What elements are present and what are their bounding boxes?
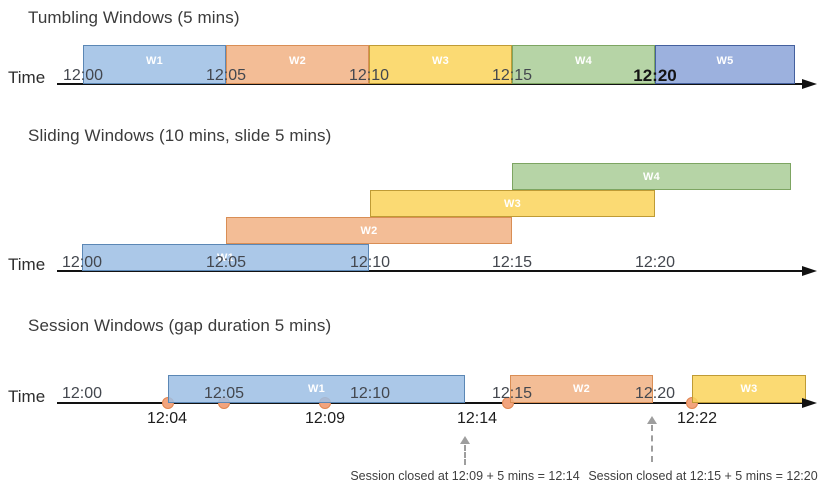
session-tick-1215: 12:15 xyxy=(491,385,533,402)
tumbling-tick-1215: 12:15 xyxy=(491,67,533,84)
event-label-1209: 12:09 xyxy=(304,410,346,427)
sliding-tick-1200: 12:00 xyxy=(61,254,103,271)
session-axis-line xyxy=(57,402,803,404)
sliding-window-w1: W1 xyxy=(82,244,369,271)
sliding-window-w4-label: W4 xyxy=(642,170,661,183)
tumbling-window-w3: W3 xyxy=(369,45,512,84)
sliding-window-w2-label: W2 xyxy=(360,224,378,237)
callout-up-arrow-dash xyxy=(651,425,653,462)
callout-up-arrow-icon xyxy=(460,436,470,444)
sliding-axis-line xyxy=(57,270,803,272)
tumbling-tick-1220: 12:20 xyxy=(633,66,677,85)
sliding-axis-time-label: Time xyxy=(8,255,46,274)
session-window-w3: W3 xyxy=(692,375,806,403)
tumbling-axis-line xyxy=(57,83,803,85)
sliding-axis-arrowhead-icon xyxy=(802,266,817,276)
tumbling-window-w4: W4 xyxy=(512,45,655,84)
callout-up-arrow-icon xyxy=(647,416,657,424)
tumbling-window-w1-label: W1 xyxy=(145,55,164,67)
session-tick-1200: 12:00 xyxy=(61,385,103,402)
event-label-1204: 12:04 xyxy=(146,410,188,427)
tumbling-window-w1: W1 xyxy=(83,45,226,84)
session-axis-time-label: Time xyxy=(8,387,46,406)
session-closed-annotation-2: Session closed at 12:15 + 5 mins = 12:20 xyxy=(588,469,818,483)
sliding-window-w3: W3 xyxy=(370,190,655,217)
sliding-tick-1210: 12:10 xyxy=(349,254,391,271)
tumbling-tick-1210: 12:10 xyxy=(348,67,390,84)
session-tick-1220: 12:20 xyxy=(634,385,676,402)
sliding-tick-1205: 12:05 xyxy=(205,254,247,271)
session-tick-1210: 12:10 xyxy=(349,385,391,402)
sliding-window-w3-label: W3 xyxy=(503,197,522,210)
tumbling-window-w3-label: W3 xyxy=(431,55,450,67)
sliding-window-w2: W2 xyxy=(226,217,512,244)
tumbling-window-w4-label: W4 xyxy=(574,55,593,67)
sliding-tick-1215: 12:15 xyxy=(491,254,533,271)
tumbling-window-w5: W5 xyxy=(655,45,795,84)
session-closed-annotation-1: Session closed at 12:09 + 5 mins = 12:14 xyxy=(350,469,580,483)
session-window-w1: W1 xyxy=(168,375,465,403)
tumbling-axis-arrowhead-icon xyxy=(802,79,817,89)
session-title: Session Windows (gap duration 5 mins) xyxy=(28,316,332,335)
sliding-window-w4: W4 xyxy=(512,163,791,190)
sliding-title: Sliding Windows (10 mins, slide 5 mins) xyxy=(28,126,332,145)
sliding-window-w1-label: W1 xyxy=(216,251,235,264)
callout-up-arrow-dash xyxy=(464,445,466,465)
tumbling-tick-1200: 12:00 xyxy=(62,67,104,84)
tumbling-window-w5-label: W5 xyxy=(716,55,734,67)
tumbling-window-w2: W2 xyxy=(226,45,369,84)
event-label-1222: 12:22 xyxy=(676,410,718,427)
tumbling-tick-1205: 12:05 xyxy=(205,67,247,84)
session-window-w2-label: W2 xyxy=(572,382,591,395)
tumbling-axis-time-label: Time xyxy=(8,68,46,87)
tumbling-title: Tumbling Windows (5 mins) xyxy=(28,8,240,27)
session-axis-arrowhead-icon xyxy=(802,398,817,408)
sliding-tick-1220: 12:20 xyxy=(634,254,676,271)
session-window-w1-label: W1 xyxy=(307,382,326,395)
tumbling-window-w2-label: W2 xyxy=(288,55,307,67)
session-window-w3-label: W3 xyxy=(740,382,758,395)
session-tick-1205: 12:05 xyxy=(203,385,245,402)
session-window-w2: W2 xyxy=(510,375,653,403)
event-label-1214: 12:14 xyxy=(456,410,498,427)
